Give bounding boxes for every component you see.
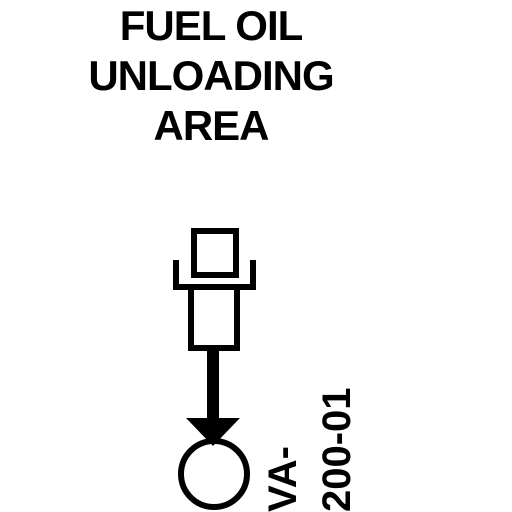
connection-body	[188, 284, 240, 351]
valve-triangle	[186, 418, 240, 446]
area-title-line-3: AREA	[153, 102, 269, 149]
valve-tag: VA- 200-01	[261, 387, 359, 512]
area-title-line-2: UNLOADING	[88, 52, 333, 99]
valve-body	[178, 438, 250, 510]
connection-cap	[191, 228, 239, 278]
valve-tag-line-1: VA-	[261, 446, 305, 512]
pipe-line	[207, 348, 219, 420]
hose-connection-icon	[173, 228, 256, 351]
valve-icon	[178, 418, 250, 510]
area-title: FUEL OIL UNLOADING AREA	[88, 2, 334, 149]
valve-tag-line-2: 200-01	[315, 387, 359, 512]
area-title-line-1: FUEL OIL	[120, 2, 303, 49]
